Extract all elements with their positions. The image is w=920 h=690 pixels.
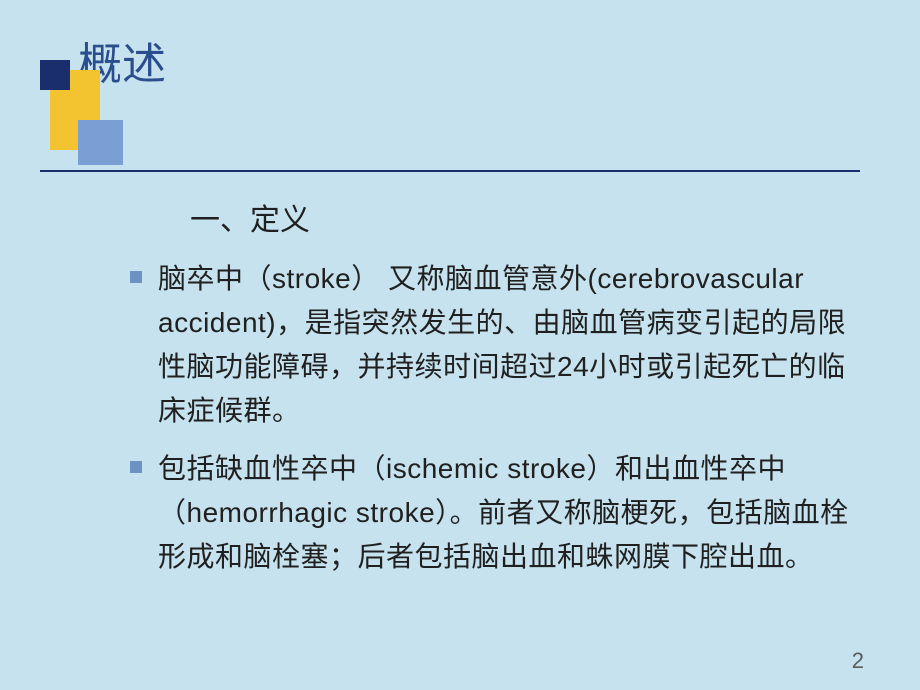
page-number: 2 [852,648,864,674]
content-area: 一、定义 脑卒中（stroke） 又称脑血管意外(cerebrovascular… [130,195,870,593]
title-decoration [40,60,860,180]
bullet-marker-icon [130,271,142,283]
decor-underline [40,170,860,172]
decor-navy-square [40,60,70,90]
bullet-item: 包括缺血性卒中（ischemic stroke）和出血性卒中（hemorrhag… [130,447,870,579]
bullet-item: 脑卒中（stroke） 又称脑血管意外(cerebrovascular acci… [130,257,870,433]
section-subtitle: 一、定义 [190,195,870,239]
bullet-text: 包括缺血性卒中（ischemic stroke）和出血性卒中（hemorrhag… [158,447,870,579]
bullet-text: 脑卒中（stroke） 又称脑血管意外(cerebrovascular acci… [158,257,870,433]
bullet-marker-icon [130,461,142,473]
decor-blue-square [78,120,123,165]
